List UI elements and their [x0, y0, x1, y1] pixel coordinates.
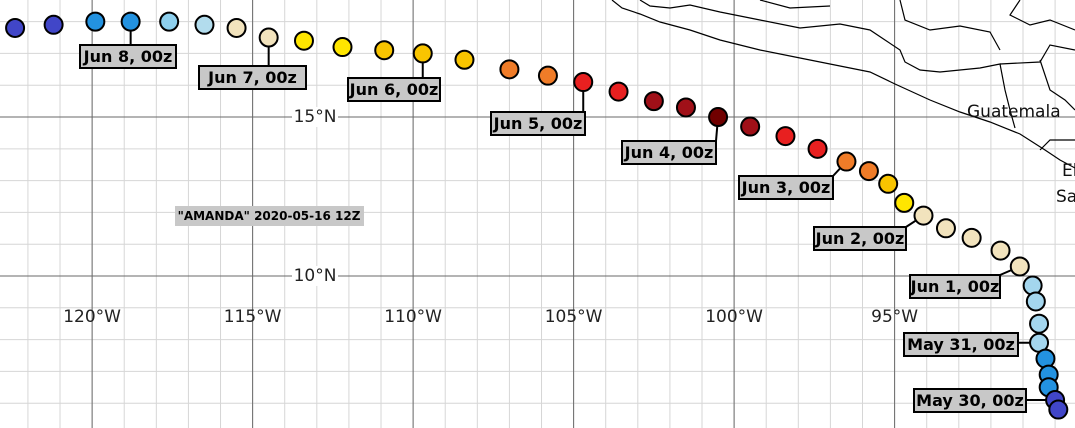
label-box: [909, 274, 1001, 299]
track-point: [878, 173, 899, 194]
track-point: [990, 240, 1011, 261]
land: [611, 0, 1075, 169]
date-label: Jun 8, 00z: [83, 47, 173, 66]
track-point: [807, 138, 828, 159]
x-tick-label: 115°W: [224, 307, 282, 327]
date-label: Jun 3, 00z: [741, 178, 831, 197]
track-point: [374, 40, 395, 61]
track-point: [412, 43, 433, 64]
track-point: [913, 205, 934, 226]
y-tick-label: 10°N: [294, 266, 337, 286]
track-point: [258, 27, 279, 48]
track-point: [935, 218, 956, 239]
track-point: [1025, 291, 1046, 312]
track-point: [894, 192, 915, 213]
tick-label-bg: [292, 266, 338, 287]
track-point: [226, 17, 247, 38]
place-name: Salvador: [1056, 187, 1075, 207]
track-point: [643, 91, 664, 112]
date-label: Jun 6, 00z: [349, 80, 439, 99]
label-box: [347, 77, 441, 102]
label-box: [903, 332, 1019, 357]
track-point: [740, 116, 761, 137]
track-point: [5, 17, 26, 38]
track-point: [775, 126, 796, 147]
date-label: Jun 5, 00z: [493, 114, 583, 133]
place-name: Guatemala: [967, 102, 1061, 122]
date-label: Jun 7, 00z: [207, 68, 297, 87]
label-box: [738, 175, 834, 200]
date-label: May 31, 00z: [907, 335, 1015, 354]
track-point: [858, 161, 879, 182]
x-tick-label: 105°W: [545, 307, 603, 327]
x-tick-label: 110°W: [384, 307, 442, 327]
label-box: [198, 65, 307, 90]
track-point: [332, 37, 353, 58]
y-tick-label: 15°N: [294, 107, 337, 127]
track-point: [1022, 275, 1043, 296]
track-point: [961, 227, 982, 248]
coastline: [611, 0, 1075, 169]
date-label: Jun 2, 00z: [815, 229, 905, 248]
track-point: [1035, 348, 1056, 369]
track-point: [1009, 256, 1030, 277]
storm-title: "AMANDA" 2020-05-16 12Z: [178, 209, 361, 223]
track-point: [454, 49, 475, 70]
date-labels: Jun 8, 00z Jun 7, 00z Jun 6, 00z Jun 5, 00z…: [79, 44, 1027, 413]
track-point: [1048, 399, 1069, 420]
date-label: Jun 1, 00z: [910, 277, 1000, 296]
track-point: [120, 11, 141, 32]
track-point: [537, 65, 558, 86]
label-box: [490, 111, 586, 136]
axis-labels: 120°W 115°W 110°W 105°W 100°W 95°W 15°N 10°N: [63, 107, 918, 327]
track-point: [43, 14, 64, 35]
track-point: [573, 72, 594, 93]
label-box: [79, 44, 177, 69]
track-point: [293, 30, 314, 51]
date-label: May 30, 00z: [916, 391, 1024, 410]
track-point: [85, 11, 106, 32]
track-point: [608, 81, 629, 102]
track-point: [499, 59, 520, 80]
label-box: [813, 226, 907, 251]
tick-label-bg: [292, 107, 338, 128]
label-box: [913, 388, 1027, 413]
place-name: El: [1062, 161, 1075, 181]
track-point: [159, 11, 180, 32]
label-box: [621, 140, 717, 165]
x-tick-label: 120°W: [63, 307, 121, 327]
track-points: [5, 11, 1069, 420]
track-point: [675, 97, 696, 118]
border: [759, 0, 1075, 151]
date-label: Jun 4, 00z: [624, 143, 714, 162]
track-point: [708, 107, 729, 128]
track-point: [836, 151, 857, 172]
track-point: [194, 14, 215, 35]
title-box: [175, 206, 364, 226]
x-tick-label: 100°W: [705, 307, 763, 327]
x-tick-label: 95°W: [871, 307, 918, 327]
track-point: [1029, 313, 1050, 334]
border: [999, 44, 1075, 65]
